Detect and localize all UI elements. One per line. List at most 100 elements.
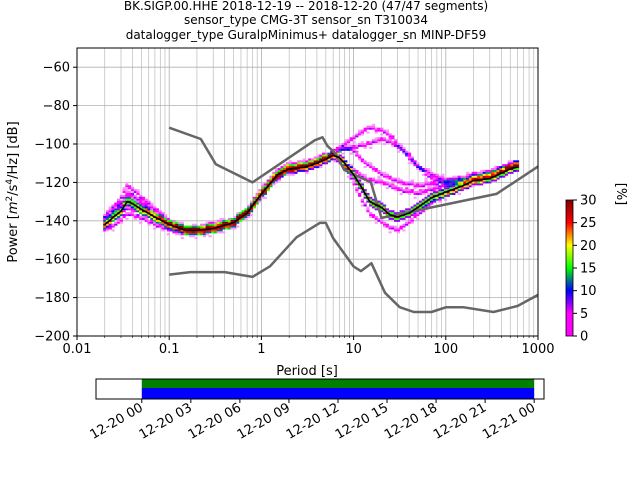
psd-cell [394, 139, 398, 142]
psd-cell [435, 181, 439, 184]
psd-cell [130, 196, 135, 199]
y-tick-label: −60 [43, 61, 70, 76]
psd-cell [488, 175, 492, 178]
psd-cell [238, 212, 243, 215]
psd-cell [103, 227, 107, 230]
psd-cell [366, 131, 370, 134]
psd-cell [380, 181, 384, 184]
psd-cell [213, 225, 218, 228]
high-noise-model-line [168, 126, 538, 220]
psd-cell [136, 210, 140, 213]
psd-cell [355, 150, 359, 153]
psd-cell [333, 156, 337, 159]
psd-cell [288, 162, 292, 165]
psd-cell [452, 175, 456, 178]
psd-cell [164, 216, 168, 218]
psd-cell [302, 160, 306, 163]
psd-cell [164, 227, 168, 230]
psd-cell [374, 179, 378, 182]
psd-cell [363, 189, 367, 192]
psd-cell [510, 166, 514, 169]
psd-cell [382, 210, 387, 213]
psd-cell [382, 143, 387, 146]
psd-cell [352, 181, 356, 184]
psd-cell [153, 219, 157, 222]
psd-cell [141, 200, 146, 203]
psd-cell [117, 206, 121, 209]
psd-cell [274, 181, 279, 184]
psd-cell [111, 214, 115, 217]
psd-cell [141, 216, 146, 218]
psd-cell [380, 179, 384, 182]
psd-cell [416, 192, 420, 195]
psd-cell [344, 146, 348, 149]
psd-cell [394, 217, 398, 220]
psd-cell [377, 141, 381, 144]
psd-cell [382, 223, 387, 226]
psd-cell [466, 171, 470, 174]
psd-cell [349, 175, 353, 178]
psd-cell [216, 223, 220, 226]
psd-cell [413, 196, 417, 199]
psd-cell [189, 225, 193, 228]
psd-cell [421, 185, 425, 188]
psd-cell [166, 217, 171, 220]
psd-cell [133, 200, 137, 203]
psd-cell [371, 200, 376, 203]
psd-cell [352, 177, 356, 180]
psd-cell [374, 169, 378, 172]
x-tick-label: 1000 [521, 342, 554, 357]
psd-cell [374, 181, 378, 184]
psd-cell [355, 181, 359, 184]
psd-cell [319, 154, 323, 157]
psd-cell [410, 208, 414, 211]
psd-cell [194, 223, 198, 226]
x-tick-label: 0.01 [63, 342, 92, 357]
psd-cell [352, 148, 356, 151]
psd-cell [369, 143, 373, 146]
psd-cell [130, 187, 135, 190]
psd-cell [230, 225, 234, 228]
psd-cell [247, 216, 251, 218]
psd-cell [380, 204, 384, 207]
psd-cell [441, 196, 445, 199]
psd-cell [432, 175, 437, 178]
psd-cell [219, 217, 223, 220]
psd-cell [349, 177, 353, 180]
psd-cell [327, 152, 331, 155]
psd-cell [352, 146, 356, 149]
psd-cell [122, 194, 126, 197]
psd-cell [460, 179, 464, 182]
psd-cell [108, 208, 112, 211]
psd-cell [355, 171, 359, 174]
psd-cell [153, 210, 157, 213]
psd-cell [402, 210, 406, 213]
psd-cell [479, 177, 484, 180]
psd-cell [432, 187, 437, 190]
psd-cell [396, 177, 401, 180]
psd-cell [474, 177, 478, 180]
psd-cell [222, 219, 226, 222]
psd-cell [125, 192, 129, 195]
psd-cell [477, 173, 481, 176]
psd-cell [158, 225, 162, 228]
psd-cell [316, 164, 320, 167]
psd-cell [139, 200, 143, 203]
psd-cell [432, 183, 437, 186]
psd-cell [261, 196, 265, 199]
psd-cell [313, 156, 317, 159]
psd-cell [382, 129, 387, 132]
psd-cell [139, 216, 143, 218]
psd-cell [360, 173, 365, 176]
psd-cell [108, 221, 112, 224]
psd-cell [385, 141, 389, 144]
psd-cell [449, 181, 453, 184]
psd-cell [322, 158, 326, 161]
psd-cell [172, 227, 176, 230]
psd-cell [335, 148, 340, 151]
psd-cell [380, 183, 384, 186]
psd-cell [380, 208, 384, 211]
psd-cell [427, 187, 431, 190]
psd-cell [371, 183, 376, 186]
psd-cell [360, 198, 365, 201]
